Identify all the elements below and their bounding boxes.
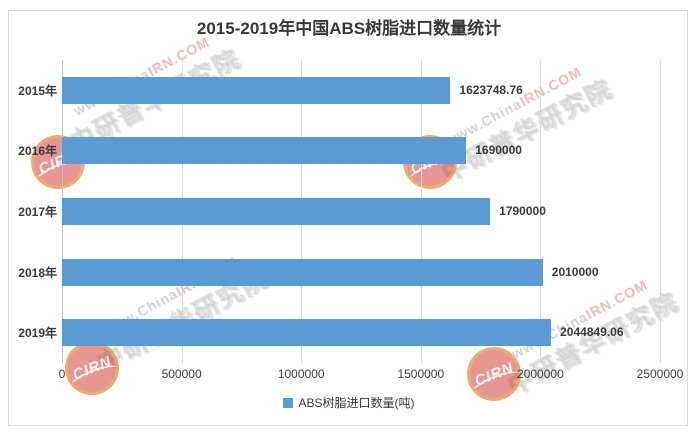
- y-tick-label: 2019年: [18, 326, 57, 341]
- y-tick-label: 2018年: [18, 265, 57, 280]
- bar-2017年: [62, 198, 491, 225]
- legend-swatch: [283, 397, 294, 408]
- gridline: [660, 60, 661, 363]
- value-label: 2044849.06: [560, 325, 624, 340]
- chart-title: 2015-2019年中国ABS树脂进口数量统计: [196, 19, 502, 38]
- x-tick-label: 1500000: [397, 367, 445, 381]
- x-tick-label: 1000000: [277, 367, 325, 381]
- legend: ABS树脂进口数量(吨): [0, 394, 698, 411]
- y-tick-label: 2016年: [18, 144, 57, 159]
- y-axis-labels: 2015年 2016年 2017年 2018年 2019年: [0, 60, 57, 363]
- bar-2019年: [62, 319, 552, 347]
- y-tick-label: 2015年: [18, 83, 57, 98]
- y-tick-label: 2017年: [18, 204, 57, 219]
- value-label: 1623748.76: [459, 82, 523, 97]
- bar-2016年: [62, 137, 467, 165]
- value-label: 2010000: [551, 264, 599, 279]
- plot-area: 1623748.76 1690000 1790000 2010000 2044849.0…: [62, 60, 661, 363]
- value-label: 1790000: [499, 204, 546, 218]
- bar-2018年: [62, 258, 543, 286]
- x-tick-label: 2000000: [517, 367, 564, 381]
- value-label: 1690000: [475, 143, 522, 158]
- x-tick-label: 500000: [161, 367, 202, 381]
- x-tick-label: 0: [58, 367, 66, 381]
- gridline: [540, 60, 542, 363]
- bar-2015年: [62, 76, 451, 104]
- x-tick-label: 2500000: [636, 367, 684, 381]
- x-axis-labels: 0 500000 1000000 1500000 2000000 2500000: [0, 367, 698, 383]
- legend-label: ABS树脂进口数量(吨): [298, 396, 415, 410]
